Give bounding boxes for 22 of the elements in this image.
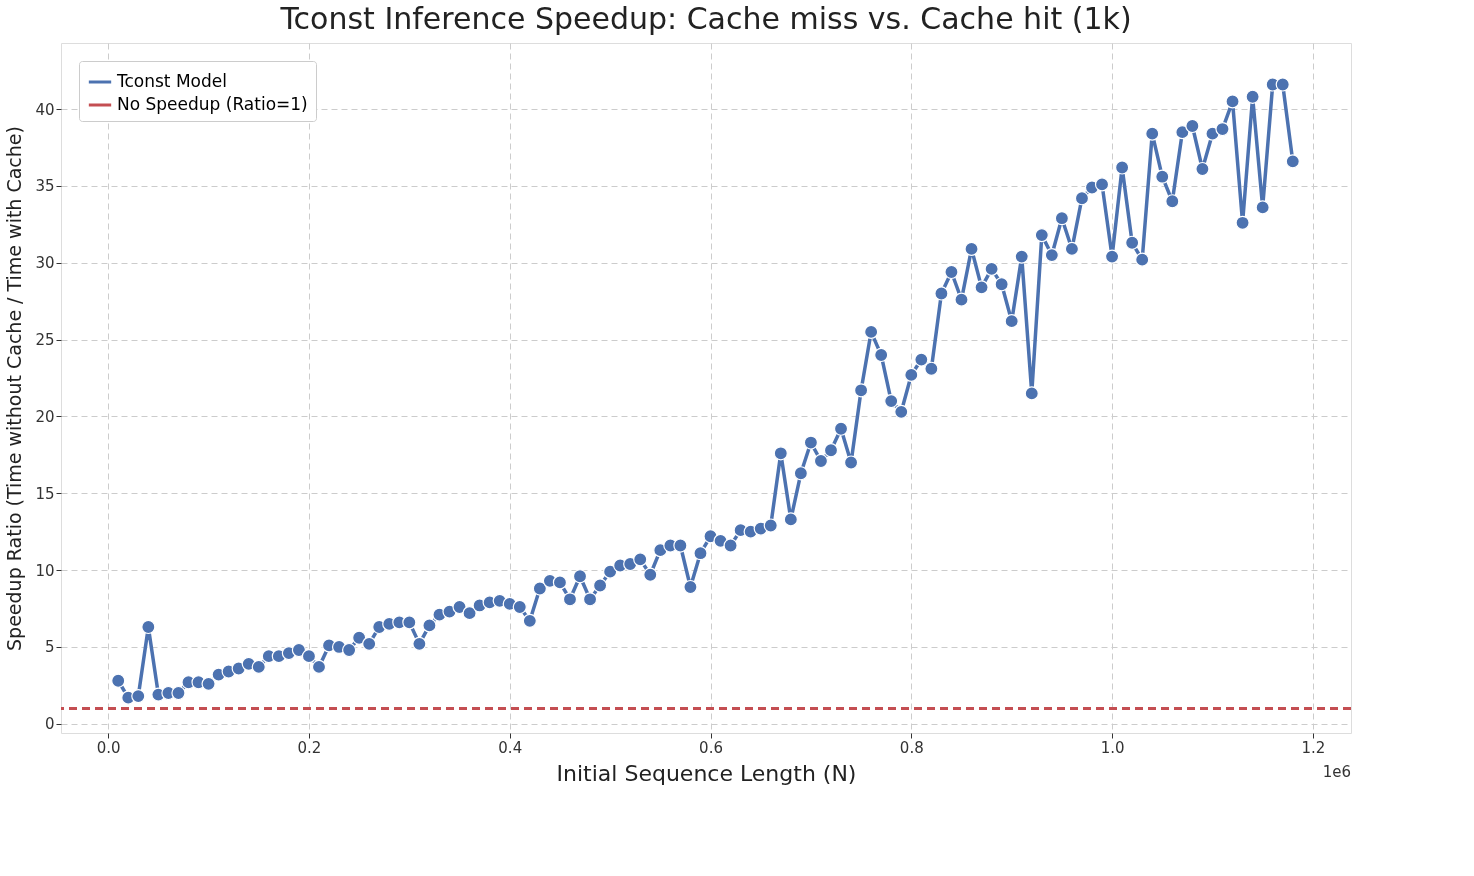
text: 1e6 <box>1322 763 1351 781</box>
y-tick-label: 30 <box>35 254 55 273</box>
x-tick-label: 0.6 <box>699 738 723 757</box>
x-tick-label: 1.2 <box>1301 738 1326 757</box>
y-tick-label: 20 <box>35 407 55 426</box>
y-tick-label: 25 <box>35 331 55 350</box>
chart-title: Tconst Inference Speedup: Cache miss vs. Cache hit (1k) <box>279 1 1132 36</box>
legend-label: No Speedup (Ratio=1) <box>117 94 308 114</box>
y-axis-title: Speedup Ratio (Time without Cache / Time with Cache) <box>3 126 26 651</box>
y-tick-label: 40 <box>35 100 55 119</box>
x-tick-label: 0.4 <box>498 738 523 757</box>
y-tick-label: 0 <box>44 715 55 734</box>
y-tick-label: 10 <box>35 561 55 580</box>
x-axis-title: Initial Sequence Length (N) <box>556 760 857 786</box>
x-tick-label: 0.2 <box>297 738 322 757</box>
legend-label: Tconst Model <box>116 71 227 91</box>
x-tick-label: 0.8 <box>899 738 924 757</box>
y-tick-label: 15 <box>35 484 55 503</box>
y-tick-label: 35 <box>35 177 55 196</box>
x-tick-label: 0.0 <box>96 738 121 757</box>
x-tick-label: 1.0 <box>1100 738 1125 757</box>
y-tick-label: 5 <box>44 638 55 657</box>
